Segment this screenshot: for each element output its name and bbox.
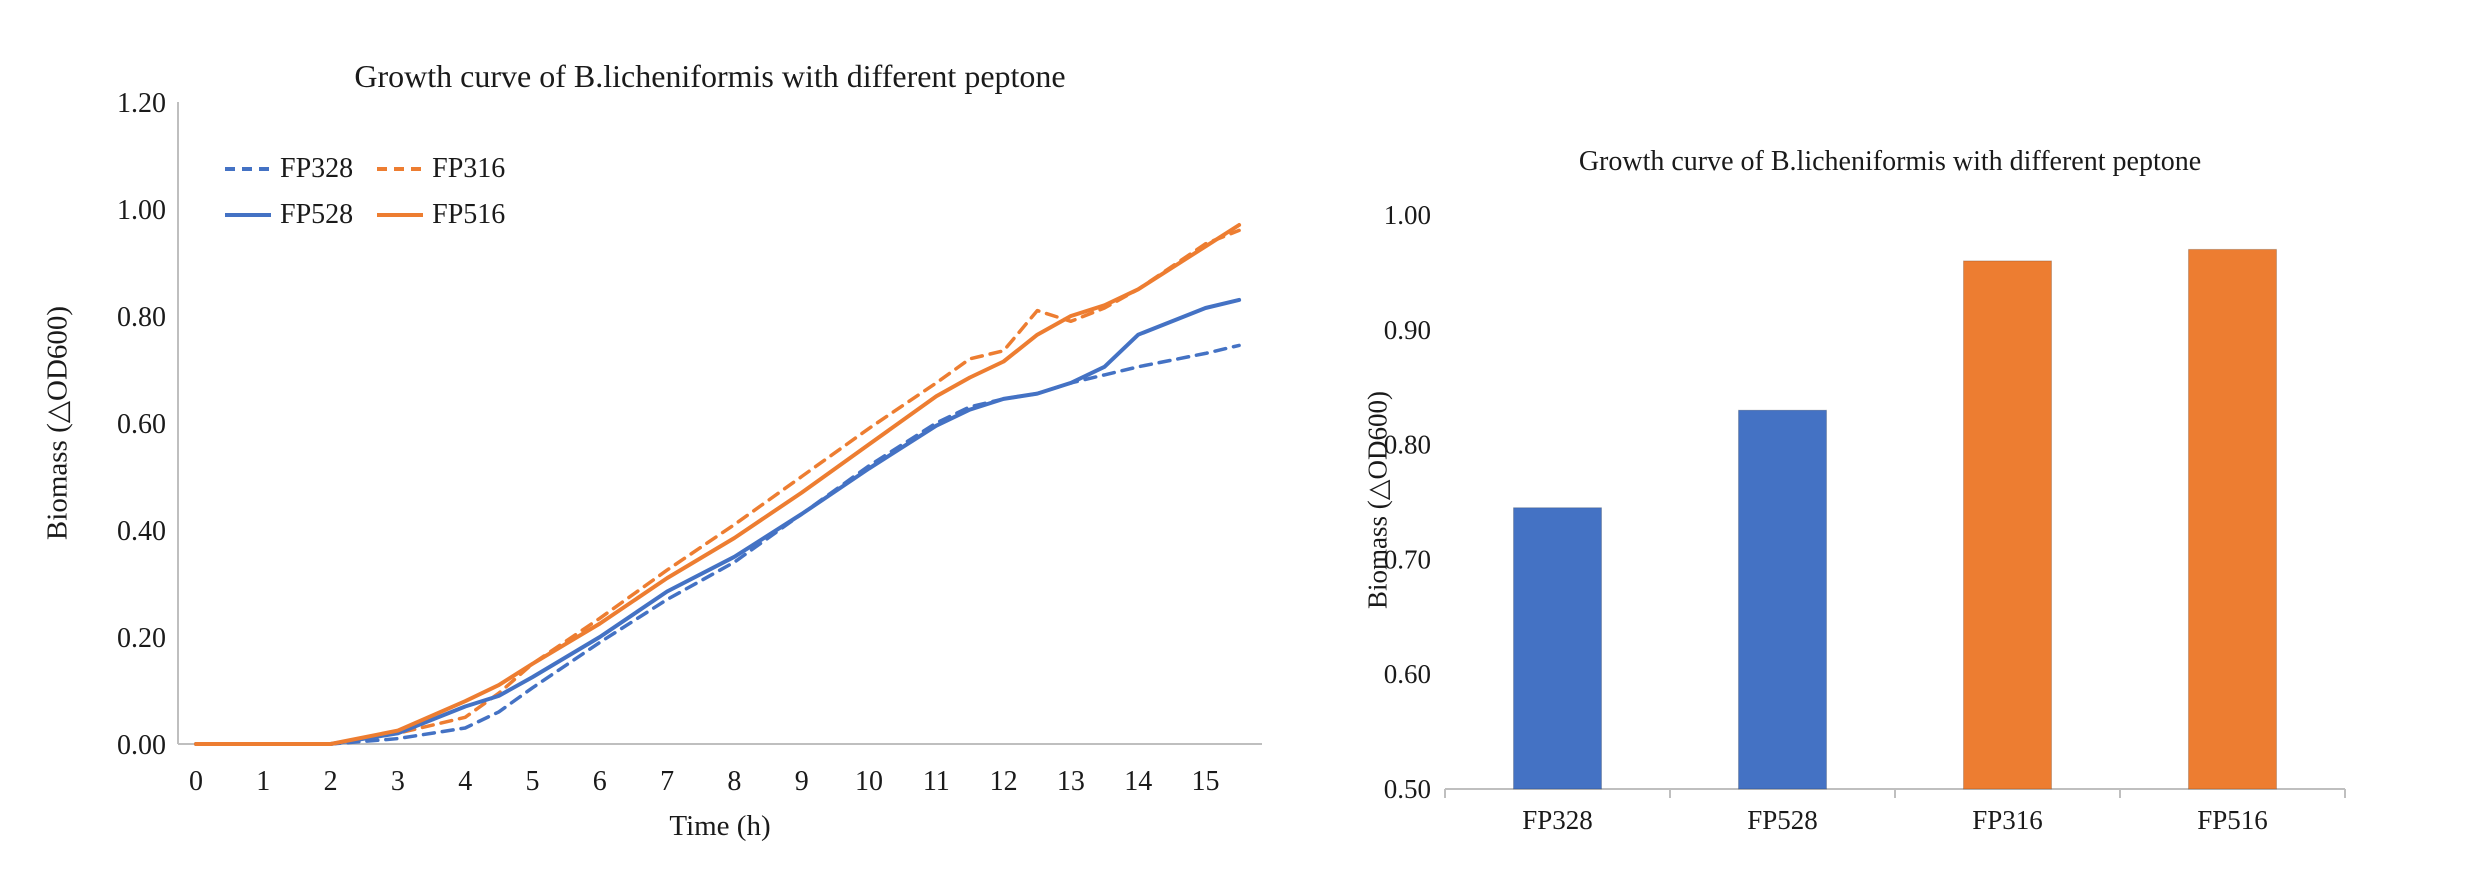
line-chart-x-tick-label: 12 bbox=[990, 766, 1018, 797]
line-series-FP328 bbox=[194, 343, 1241, 746]
line-chart-x-tick-label: 2 bbox=[324, 766, 338, 797]
line-chart-x-tick-label: 9 bbox=[795, 766, 809, 797]
line-chart-y-tick-label: 0.60 bbox=[117, 409, 166, 440]
bar-chart-y-tick-label: 0.70 bbox=[1384, 544, 1431, 574]
line-series-FP528 bbox=[194, 297, 1242, 746]
line-chart-x-tick-label: 4 bbox=[458, 766, 472, 797]
bar-FP328 bbox=[1513, 507, 1602, 790]
legend-swatch-dashed bbox=[225, 167, 271, 171]
line-chart-plot-area: 0.000.200.400.600.801.001.200 1 2 3 4 5 6 7 8 9 10… bbox=[117, 88, 1262, 797]
bar-chart-category-label: FP528 bbox=[1747, 805, 1818, 835]
bar-chart-title: Growth curve of B.licheniformis with dif… bbox=[1578, 146, 2202, 177]
line-chart-y-tick-label: 1.00 bbox=[117, 195, 166, 226]
line-chart-x-tick-label: 13 bbox=[1057, 766, 1085, 797]
line-chart-y-tick-label: 1.20 bbox=[117, 88, 166, 119]
line-series-FP516 bbox=[194, 223, 1242, 746]
line-chart-x-tick-label: 15 bbox=[1192, 766, 1220, 797]
line-chart-y-tick-label: 0.00 bbox=[117, 730, 166, 761]
legend-swatch-solid bbox=[225, 213, 271, 217]
legend-label: FP528 bbox=[280, 199, 354, 230]
bar-chart-category-label: FP316 bbox=[1972, 805, 2043, 835]
legend-item-FP516: FP516 bbox=[377, 199, 505, 231]
line-chart-x-tick-label: 14 bbox=[1124, 766, 1152, 797]
bar-FP516 bbox=[2188, 248, 2277, 790]
bar-chart-category-label: FP328 bbox=[1522, 805, 1593, 835]
line-series-FP316 bbox=[194, 228, 1241, 746]
legend-label: FP316 bbox=[432, 153, 506, 184]
bar-chart-y-tick-label: 0.90 bbox=[1384, 315, 1431, 345]
line-chart-legend: FP328 FP316 FP528 FP516 bbox=[225, 153, 505, 231]
bar-chart-y-tick-label: 0.80 bbox=[1384, 430, 1431, 460]
line-chart: Growth curve of B.licheniformis with dif… bbox=[42, 58, 1262, 842]
line-chart-x-tick-label: 0 bbox=[189, 766, 203, 797]
line-chart-x-tick-label: 5 bbox=[526, 766, 540, 797]
line-chart-x-tick-label: 1 bbox=[256, 766, 270, 797]
legend-item-FP528: FP528 bbox=[225, 199, 353, 231]
legend-swatch-solid bbox=[377, 213, 424, 217]
bar-chart-plot-area: 0.50 0.60 0.70 0.80 0.90 1.00 FP328 FP528 FP316 F… bbox=[1384, 200, 2346, 835]
legend-item-FP316: FP316 bbox=[377, 153, 505, 185]
line-chart-x-tick-label: 10 bbox=[855, 766, 883, 797]
bar-chart-category-label: FP516 bbox=[2197, 805, 2268, 835]
bar-FP316 bbox=[1963, 260, 2052, 790]
legend-label: FP516 bbox=[432, 199, 506, 230]
bar-chart-y-tick-label: 0.60 bbox=[1384, 659, 1431, 689]
line-chart-y-tick-label: 0.20 bbox=[117, 623, 166, 654]
bar-chart-y-tick-label: 0.50 bbox=[1384, 774, 1431, 804]
line-chart-x-tick-label: 7 bbox=[660, 766, 674, 797]
line-chart-x-tick-label: 6 bbox=[593, 766, 607, 797]
legend-item-FP328: FP328 bbox=[225, 153, 353, 185]
line-chart-y-tick-label: 0.80 bbox=[117, 302, 166, 333]
bar-chart-y-tick-label: 1.00 bbox=[1384, 200, 1431, 230]
bar-chart: Growth curve of B.licheniformis with dif… bbox=[1340, 0, 2478, 892]
line-chart-title: Growth curve of B.licheniformis with dif… bbox=[354, 58, 1066, 94]
line-chart-x-tick-label: 3 bbox=[391, 766, 405, 797]
line-chart-x-axis-title: Time (h) bbox=[669, 810, 771, 842]
line-chart-x-tick-label: 11 bbox=[923, 766, 950, 797]
legend-swatch-dashed bbox=[377, 167, 424, 171]
legend-label: FP328 bbox=[280, 153, 354, 184]
line-chart-y-tick-label: 0.40 bbox=[117, 516, 166, 547]
bar-FP528 bbox=[1738, 409, 1827, 790]
line-chart-x-tick-label: 8 bbox=[727, 766, 741, 797]
